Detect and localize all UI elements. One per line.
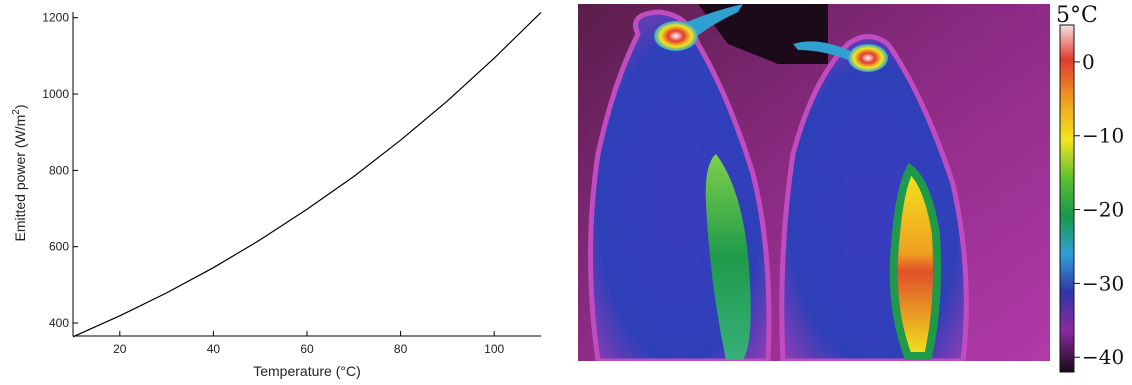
y-tick-label: 1000: [42, 87, 69, 101]
right-penguin-belly: [889, 162, 941, 360]
colorbar-tick-label: −30: [1082, 271, 1124, 295]
right-penguin-beak: [793, 41, 853, 60]
x-tick-label: 60: [300, 342, 314, 356]
colorbar-ticks: 0 −10 −20 −30 −40: [1074, 50, 1124, 369]
colorbar-tick-label: 0: [1082, 50, 1095, 74]
y-tick-label: 1200: [42, 11, 69, 25]
colorbar-gradient: [1059, 24, 1075, 373]
colorbar-title: 5°C: [1056, 3, 1098, 28]
x-tick-label: 40: [207, 342, 221, 356]
x-tick-label: 20: [113, 342, 127, 356]
x-tick-label: 80: [394, 342, 408, 356]
x-axis-label: Temperature (°C): [253, 363, 361, 379]
y-ticks: 400 600 800 1000 1200: [42, 11, 78, 330]
x-tick-label: 100: [484, 342, 504, 356]
penguin-thermal-image: [578, 4, 1050, 361]
emitted-power-curve: [72, 11, 542, 338]
dark-background-area: [698, 4, 828, 64]
left-penguin-head-hotspot: [654, 21, 698, 51]
colorbar-tick-label: −20: [1082, 198, 1124, 222]
colorbar-tick-label: −10: [1082, 124, 1124, 148]
temperature-colorbar: 5°C 0 −10 −20 −30 −40: [1056, 3, 1124, 373]
left-penguin-belly: [705, 154, 751, 360]
y-tick-label: 600: [49, 240, 69, 254]
right-penguin-head-hotspot: [848, 44, 888, 72]
emitted-power-chart: 20 40 60 80 100 400 600 800 1000 1200 Temperatur…: [11, 11, 542, 379]
y-tick-label: 800: [49, 163, 69, 177]
y-axis-label: Emitted power (W/m2): [11, 104, 28, 241]
y-tick-label: 400: [49, 316, 69, 330]
x-ticks: 20 40 60 80 100: [113, 331, 505, 356]
colorbar-tick-label: −40: [1082, 345, 1124, 369]
